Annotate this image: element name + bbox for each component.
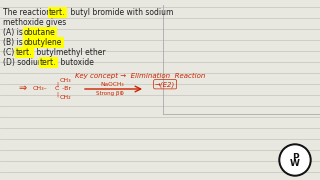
Text: (C): (C) — [3, 48, 17, 57]
Text: methoxide gives: methoxide gives — [3, 18, 66, 27]
Text: Strong β⊕: Strong β⊕ — [96, 91, 124, 96]
Text: butyl bromide with sodium: butyl bromide with sodium — [68, 8, 173, 17]
Text: (A) is: (A) is — [3, 28, 23, 37]
Circle shape — [281, 146, 309, 174]
Text: C: C — [55, 87, 59, 91]
Text: NaOCH₃: NaOCH₃ — [100, 82, 124, 87]
Text: Key concept →  Elimination  Reaction: Key concept → Elimination Reaction — [75, 73, 205, 79]
Text: |: | — [56, 81, 58, 87]
Text: butylmethyl ether: butylmethyl ether — [34, 48, 106, 57]
Text: ⇒: ⇒ — [18, 83, 26, 93]
Text: P: P — [292, 152, 298, 161]
Text: →(E2): →(E2) — [155, 81, 175, 87]
Text: CH₃: CH₃ — [59, 78, 71, 83]
Text: tert.: tert. — [40, 58, 57, 67]
Text: The reaction of: The reaction of — [3, 8, 63, 17]
Text: tert.: tert. — [16, 48, 33, 57]
Text: obutylene: obutylene — [24, 38, 62, 47]
Text: CH₃–: CH₃– — [33, 87, 48, 91]
Text: W: W — [290, 159, 300, 168]
Text: CH₂: CH₂ — [59, 95, 71, 100]
Text: –Br: –Br — [62, 87, 72, 91]
Text: (B) is: (B) is — [3, 38, 23, 47]
Circle shape — [279, 144, 311, 176]
Text: obutane: obutane — [24, 28, 56, 37]
Text: (D) sodium: (D) sodium — [3, 58, 48, 67]
Text: tert.: tert. — [49, 8, 66, 17]
Text: butoxide: butoxide — [58, 58, 94, 67]
Text: |: | — [56, 91, 58, 97]
